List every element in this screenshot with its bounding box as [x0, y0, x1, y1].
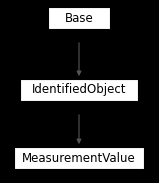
FancyBboxPatch shape [20, 79, 138, 101]
FancyBboxPatch shape [48, 7, 110, 29]
Text: IdentifiedObject: IdentifiedObject [32, 83, 126, 96]
Text: MeasurementValue: MeasurementValue [22, 152, 136, 165]
Text: Base: Base [65, 12, 93, 25]
FancyBboxPatch shape [14, 147, 144, 169]
